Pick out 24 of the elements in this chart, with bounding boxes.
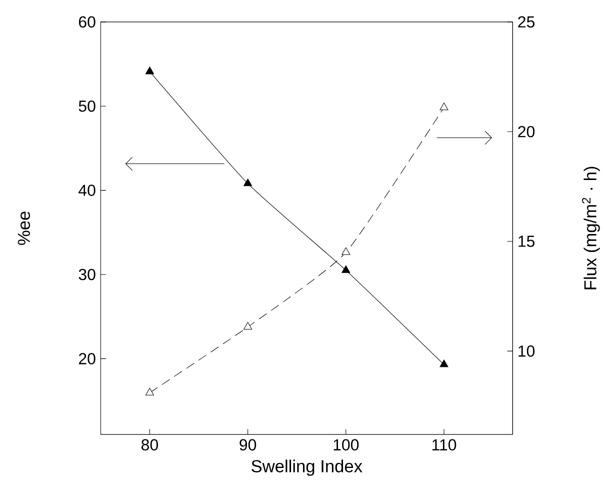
y2-tick-label: 25 — [518, 16, 534, 28]
point — [342, 265, 350, 273]
y2-tick-label: 20 — [518, 126, 535, 138]
x-tick-label: 90 — [240, 439, 256, 450]
y-tick-label: 50 — [78, 100, 96, 112]
point — [342, 247, 350, 255]
y2-tick-label: 10 — [518, 345, 535, 357]
point — [145, 388, 154, 396]
y-tick-label: 40 — [78, 184, 96, 196]
y2-axis-title: Flux (mg/m$^{2}$ · h) — [582, 166, 600, 290]
point — [244, 322, 252, 330]
x-axis-title: Swelling Index — [252, 460, 362, 476]
y-tick-label: 30 — [78, 268, 96, 280]
y-tick-label: 60 — [78, 16, 96, 28]
x-tick-label: 100 — [334, 439, 359, 450]
x-tick-label: 110 — [432, 439, 456, 450]
point — [440, 102, 448, 110]
y2-tick-label: 15 — [518, 236, 534, 247]
point — [145, 66, 154, 74]
point — [440, 360, 448, 368]
point — [244, 178, 252, 186]
y-axis-title: %ee — [18, 212, 30, 245]
x-tick-label: 80 — [142, 439, 158, 450]
y-tick-label: 20 — [78, 353, 96, 364]
